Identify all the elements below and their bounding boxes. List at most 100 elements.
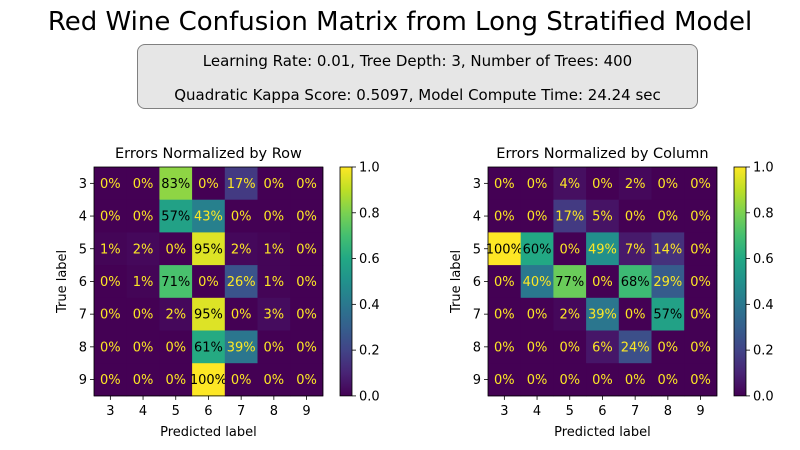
cell-value-label: 0% <box>100 308 121 323</box>
heatmap-cell <box>224 330 258 364</box>
cell-value-label: 1% <box>264 242 285 257</box>
y-tick-label: 8 <box>473 340 481 355</box>
heatmap-cell <box>618 297 652 331</box>
cell-value-label: 0% <box>264 210 285 225</box>
cell-value-label: 40% <box>523 275 552 290</box>
cell-value-label: 14% <box>653 242 682 257</box>
heatmap-cell <box>651 232 685 266</box>
heatmap-cell <box>488 199 522 233</box>
main-title: Red Wine Confusion Matrix from Long Stra… <box>47 7 753 37</box>
heatmap-cell <box>488 330 522 364</box>
heatmap-cell <box>126 330 160 364</box>
y-tick-label: 4 <box>473 210 481 225</box>
x-tick-label: 7 <box>237 404 245 419</box>
cell-value-label: 2% <box>231 242 252 257</box>
colorbar-tick-label: 0.6 <box>359 252 380 267</box>
colorbar-tick-label: 0.2 <box>753 344 774 359</box>
cell-value-label: 0% <box>264 340 285 355</box>
colorbar-tick-label: 0.8 <box>753 206 774 221</box>
heatmap-cell <box>290 199 324 233</box>
cell-value-label: 0% <box>133 340 154 355</box>
colorbar <box>733 166 747 397</box>
cell-value-label: 0% <box>527 210 548 225</box>
cell-value-label: 2% <box>133 242 154 257</box>
cell-value-label: 49% <box>588 242 617 257</box>
heatmap-cell <box>126 232 160 266</box>
cell-value-label: 0% <box>592 177 613 192</box>
heatmap-cell <box>488 265 522 299</box>
heatmap-cell <box>192 167 226 201</box>
y-tick-label: 7 <box>473 308 481 323</box>
heatmap-cell <box>586 297 620 331</box>
heatmap-cell <box>159 167 193 201</box>
cell-value-label: 17% <box>227 177 256 192</box>
x-axis-label: Predicted label <box>160 425 257 440</box>
y-tick-label: 5 <box>79 242 87 257</box>
y-tick-label: 7 <box>79 308 87 323</box>
cell-value-label: 0% <box>100 210 121 225</box>
heatmap-cell <box>586 232 620 266</box>
cell-value-label: 0% <box>559 373 580 388</box>
cell-value-label: 0% <box>198 275 219 290</box>
info-line-hyperparameters: Learning Rate: 0.01, Tree Depth: 3, Numb… <box>202 52 633 70</box>
cell-value-label: 0% <box>296 308 317 323</box>
heatmap-cell <box>553 232 587 266</box>
heatmap-cell <box>684 265 718 299</box>
heatmap-cell <box>651 297 685 331</box>
cell-value-label: 0% <box>690 242 711 257</box>
cell-value-label: 0% <box>625 308 646 323</box>
y-axis-label: True label <box>449 250 464 314</box>
chart-title: Errors Normalized by Row <box>115 146 302 162</box>
cell-value-label: 0% <box>494 373 515 388</box>
cell-value-label: 1% <box>100 242 121 257</box>
info-box: Learning Rate: 0.01, Tree Depth: 3, Numb… <box>137 44 698 109</box>
x-tick-label: 6 <box>598 404 606 419</box>
heatmap-cell <box>224 265 258 299</box>
cell-value-label: 0% <box>231 373 252 388</box>
cell-value-label: 0% <box>198 177 219 192</box>
heatmap-cell <box>586 330 620 364</box>
cell-value-label: 0% <box>100 177 121 192</box>
heatmap-cell <box>126 167 160 201</box>
heatmap-cell <box>290 363 324 397</box>
heatmap-cell <box>126 363 160 397</box>
cell-value-label: 0% <box>494 177 515 192</box>
heatmap-cell <box>257 297 291 331</box>
heatmap-cell <box>488 232 522 266</box>
heatmap-cell <box>224 199 258 233</box>
cell-value-label: 3% <box>264 308 285 323</box>
chart-title: Errors Normalized by Column <box>496 146 708 162</box>
y-tick-label: 8 <box>79 340 87 355</box>
heatmap-cell <box>553 330 587 364</box>
heatmap-cell <box>94 167 128 201</box>
y-tick-label: 3 <box>79 177 87 192</box>
y-tick-label: 6 <box>79 275 87 290</box>
y-tick-label: 5 <box>473 242 481 257</box>
y-tick-label: 4 <box>79 210 87 225</box>
cell-value-label: 0% <box>296 275 317 290</box>
cell-value-label: 0% <box>592 275 613 290</box>
colorbar-tick-label: 0.6 <box>753 252 774 267</box>
heatmap-cell <box>684 167 718 201</box>
cell-value-label: 24% <box>621 340 650 355</box>
cell-value-label: 0% <box>296 242 317 257</box>
heatmap-cell <box>520 363 554 397</box>
heatmap-cell <box>192 232 226 266</box>
heatmap-cell <box>618 199 652 233</box>
heatmap-cell <box>520 199 554 233</box>
cell-value-label: 0% <box>494 275 515 290</box>
cell-value-label: 0% <box>559 242 580 257</box>
cell-value-label: 0% <box>690 275 711 290</box>
cell-value-label: 0% <box>100 373 121 388</box>
heatmap-cell <box>586 199 620 233</box>
heatmap-cell <box>586 265 620 299</box>
cell-value-label: 0% <box>527 308 548 323</box>
heatmap-cell <box>257 167 291 201</box>
cell-value-label: 2% <box>165 308 186 323</box>
x-axis-label: Predicted label <box>554 425 651 440</box>
cell-value-label: 71% <box>161 275 190 290</box>
colorbar <box>339 166 353 397</box>
heatmap-cell <box>257 265 291 299</box>
heatmap-cell <box>224 232 258 266</box>
